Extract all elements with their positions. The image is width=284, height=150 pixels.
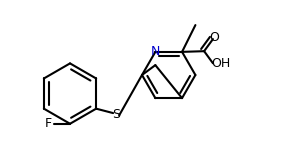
Text: N: N — [151, 45, 160, 58]
Text: F: F — [45, 117, 52, 130]
Text: O: O — [209, 31, 219, 44]
Text: S: S — [112, 108, 120, 121]
Text: OH: OH — [211, 57, 230, 70]
